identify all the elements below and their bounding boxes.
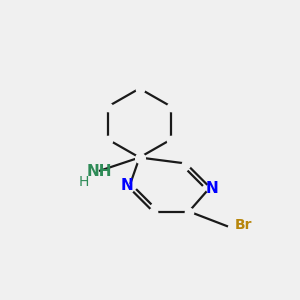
Text: NH: NH — [86, 164, 112, 178]
Text: Br: Br — [235, 218, 252, 232]
Text: N: N — [206, 181, 219, 196]
Text: H: H — [79, 175, 89, 188]
Text: N: N — [120, 178, 133, 193]
